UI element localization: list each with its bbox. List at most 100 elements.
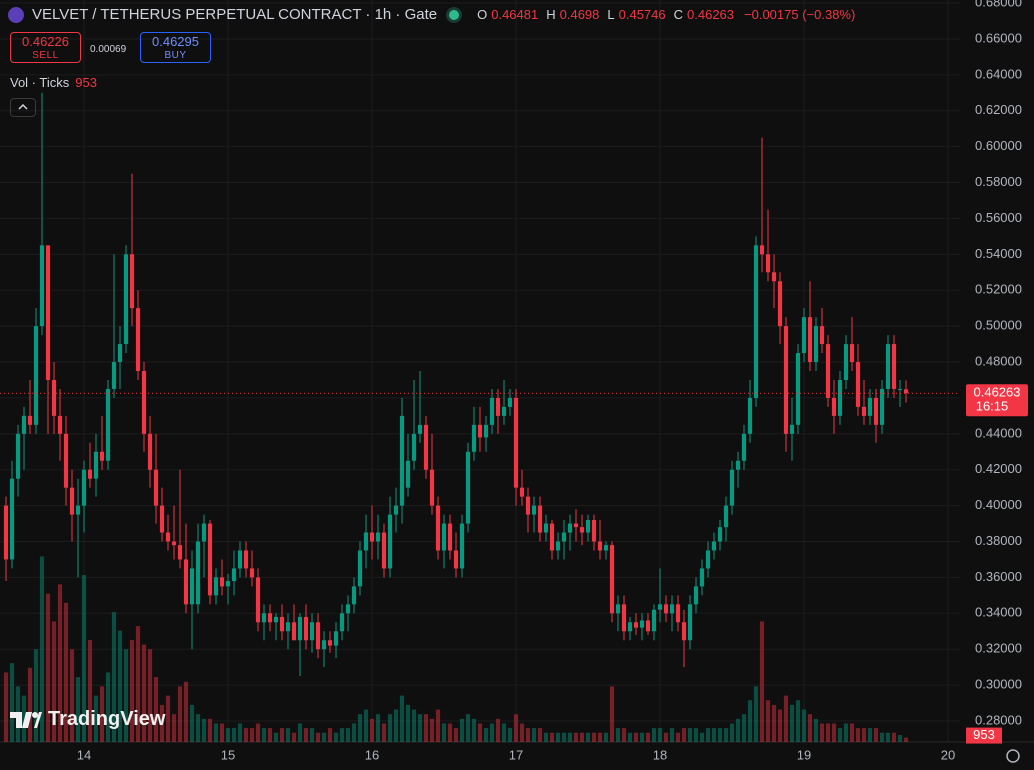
candle-body bbox=[585, 519, 591, 533]
candle-body bbox=[399, 415, 405, 506]
x-tick-label: 16 bbox=[365, 747, 379, 762]
volume-bar bbox=[45, 593, 51, 742]
volume-bar bbox=[387, 714, 393, 742]
candle-body bbox=[33, 326, 39, 425]
y-tick-label: 0.44000 bbox=[975, 425, 1022, 440]
ohlc-label: C bbox=[673, 7, 684, 22]
candle-body bbox=[843, 344, 849, 380]
volume-bar bbox=[615, 728, 621, 742]
last-price-tag bbox=[966, 384, 1028, 417]
candle-body bbox=[801, 317, 807, 354]
candle-body bbox=[159, 505, 165, 533]
candle-body bbox=[465, 451, 471, 524]
candle-body bbox=[627, 622, 633, 632]
candle-body bbox=[657, 604, 663, 610]
candle-body bbox=[813, 326, 819, 363]
volume-bar bbox=[195, 714, 201, 742]
candle-body bbox=[417, 424, 423, 434]
candle-body bbox=[363, 532, 369, 551]
candle-body bbox=[681, 622, 687, 641]
candle-body bbox=[531, 505, 537, 515]
candle-body bbox=[495, 397, 501, 416]
volume-bar bbox=[27, 667, 33, 742]
candle-body bbox=[525, 496, 531, 515]
volume-bar bbox=[687, 728, 693, 742]
volume-bar bbox=[645, 732, 651, 742]
volume-bar bbox=[33, 649, 39, 742]
volume-bar bbox=[21, 695, 27, 742]
volume-bar bbox=[369, 718, 375, 742]
candle-body bbox=[633, 622, 639, 628]
volume-bar bbox=[537, 728, 543, 742]
volume-bar bbox=[765, 700, 771, 742]
volume-bar bbox=[333, 732, 339, 742]
brand-name: TradingView bbox=[48, 708, 166, 730]
candle-body bbox=[93, 451, 99, 479]
volume-bar bbox=[507, 728, 513, 742]
candle-body bbox=[729, 469, 735, 506]
volume-bar bbox=[795, 700, 801, 742]
candle-body bbox=[663, 604, 669, 614]
candle-body bbox=[483, 424, 489, 438]
volume-bar bbox=[567, 732, 573, 742]
volume-bar bbox=[579, 732, 585, 742]
candle-body bbox=[207, 523, 213, 596]
candle-body bbox=[765, 254, 771, 273]
y-tick-label: 0.30000 bbox=[975, 677, 1022, 692]
settings-icon[interactable] bbox=[1006, 749, 1020, 763]
candle-body bbox=[285, 622, 291, 632]
volume-bar bbox=[9, 663, 15, 742]
candle-body bbox=[75, 505, 81, 515]
candle-body bbox=[249, 568, 255, 578]
volume-bar bbox=[117, 630, 123, 742]
volume-bar bbox=[135, 626, 141, 742]
candle-body bbox=[57, 415, 63, 434]
volume-bar bbox=[489, 723, 495, 742]
volume-bar bbox=[87, 639, 93, 742]
volume-bar bbox=[759, 621, 765, 742]
volume-bar bbox=[753, 686, 759, 742]
y-tick-label: 0.32000 bbox=[975, 641, 1022, 656]
candle-body bbox=[669, 604, 675, 614]
symbol-title[interactable]: VELVET / TETHERUS PERPETUAL CONTRACT · 1… bbox=[32, 6, 438, 23]
candle-body bbox=[225, 581, 231, 587]
volume-bar bbox=[3, 672, 9, 742]
collapse-button[interactable] bbox=[10, 98, 36, 117]
candle-body bbox=[903, 389, 909, 394]
volume-bar bbox=[681, 728, 687, 742]
brand-logo bbox=[10, 711, 42, 728]
y-tick-label: 0.52000 bbox=[975, 282, 1022, 297]
candle-body bbox=[357, 550, 363, 587]
volume-title[interactable]: Vol · Ticks bbox=[10, 75, 70, 90]
buy-button[interactable]: 0.46295 BUY bbox=[140, 32, 211, 63]
candle-body bbox=[783, 326, 789, 434]
volume-bar bbox=[837, 728, 843, 742]
volume-bar bbox=[435, 709, 441, 742]
candle-body bbox=[153, 469, 159, 506]
candle-body bbox=[135, 308, 141, 371]
candle-body bbox=[543, 523, 549, 533]
countdown: 16:15 bbox=[976, 399, 1009, 414]
last-price-label: 0.46263 bbox=[974, 385, 1021, 400]
candle-body bbox=[147, 433, 153, 470]
volume-bar bbox=[801, 709, 807, 742]
ohlc-value: 0.46263 bbox=[687, 7, 735, 22]
candle-body bbox=[297, 616, 303, 641]
volume-bar bbox=[747, 700, 753, 742]
buy-price: 0.46295 bbox=[152, 34, 199, 49]
volume-bar bbox=[123, 649, 129, 742]
volume-bar bbox=[189, 704, 195, 742]
sell-label: SELL bbox=[32, 50, 59, 61]
candle-body bbox=[177, 545, 183, 560]
volume-bar bbox=[447, 723, 453, 742]
volume-bar bbox=[261, 728, 267, 742]
candle-body bbox=[309, 622, 315, 641]
candle-body bbox=[579, 527, 585, 533]
sell-button[interactable]: 0.46226 SELL bbox=[10, 32, 81, 63]
candle-body bbox=[321, 640, 327, 650]
volume-bar bbox=[633, 732, 639, 742]
candle-body bbox=[63, 433, 69, 488]
ohlc-value: 0.45746 bbox=[618, 7, 666, 22]
volume-bar bbox=[735, 718, 741, 742]
